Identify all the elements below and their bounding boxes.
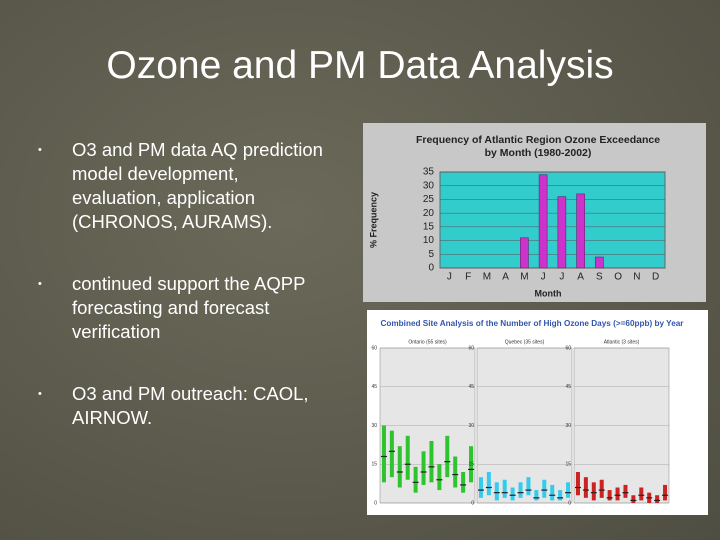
bar	[595, 256, 604, 269]
y-tick-label: 0	[471, 500, 474, 506]
box	[631, 495, 636, 503]
box	[510, 487, 515, 501]
box	[615, 487, 620, 501]
box	[381, 425, 386, 483]
bullet-list: O3 and PM data AQ prediction model devel…	[38, 138, 328, 468]
y-tick-label: 30	[371, 423, 377, 429]
box	[494, 482, 499, 501]
box	[623, 484, 628, 498]
x-tick-label: D	[652, 272, 659, 283]
x-axis-label: Month	[535, 288, 562, 298]
y-tick-label: 30	[468, 423, 474, 429]
y-tick-label: 45	[565, 384, 571, 390]
box	[469, 446, 474, 483]
box	[389, 430, 394, 478]
bullet: continued support the AQPP forecasting a…	[38, 272, 328, 344]
box	[518, 482, 523, 498]
y-tick-label: 30	[423, 180, 435, 191]
panel-title: Quebec (35 sites)	[505, 339, 545, 345]
box	[429, 441, 434, 483]
box	[445, 435, 450, 478]
panel-title: Atlantic (3 sites)	[604, 339, 640, 345]
bullet: O3 and PM data AQ prediction model devel…	[38, 138, 328, 234]
box	[663, 484, 668, 501]
y-tick-label: 15	[565, 462, 571, 468]
bar	[520, 237, 529, 269]
x-tick-label: M	[520, 272, 528, 283]
box	[575, 472, 580, 496]
y-tick-label: 0	[428, 263, 434, 274]
x-tick-label: N	[633, 272, 640, 283]
x-tick-label: J	[559, 272, 564, 283]
y-tick-label: 15	[423, 221, 435, 232]
y-tick-label: 60	[565, 345, 571, 351]
box	[542, 479, 547, 498]
x-tick-label: F	[465, 272, 471, 283]
box	[566, 482, 571, 498]
x-tick-label: J	[541, 272, 546, 283]
x-tick-label: M	[483, 272, 491, 283]
box	[607, 490, 612, 501]
box	[639, 487, 644, 501]
y-tick-label: 0	[374, 500, 377, 506]
slide-title: Ozone and PM Data Analysis	[106, 44, 614, 87]
box	[534, 490, 539, 501]
box	[558, 490, 563, 501]
box	[437, 464, 442, 491]
bullet: O3 and PM outreach: CAOL, AIRNOW.	[38, 382, 328, 430]
y-tick-label: 45	[371, 384, 377, 390]
x-tick-label: A	[577, 272, 584, 283]
plot-area	[439, 171, 666, 269]
box	[413, 466, 418, 493]
box	[478, 477, 483, 498]
y-tick-label: 60	[468, 345, 474, 351]
box	[591, 482, 596, 501]
y-tick-label: 45	[468, 384, 474, 390]
box	[405, 435, 410, 480]
box	[486, 472, 491, 496]
x-tick-label: O	[614, 272, 622, 283]
box	[599, 479, 604, 498]
y-tick-label: 20	[423, 208, 435, 219]
box	[397, 446, 402, 488]
y-axis-label: % Frequency	[368, 192, 378, 248]
y-tick-label: 60	[371, 345, 377, 351]
box	[655, 495, 660, 503]
panel-title: Ontario (55 sites)	[408, 339, 447, 345]
box	[502, 479, 507, 498]
x-tick-label: S	[596, 272, 603, 283]
y-tick-label: 25	[423, 194, 435, 205]
x-tick-label: A	[502, 272, 509, 283]
y-tick-label: 35	[423, 167, 435, 178]
y-tick-label: 30	[565, 423, 571, 429]
y-tick-label: 10	[423, 235, 435, 246]
box	[421, 451, 426, 485]
y-tick-label: 5	[428, 249, 434, 260]
bar	[538, 174, 548, 269]
box	[550, 484, 555, 501]
chart-title: Combined Site Analysis of the Number of …	[380, 319, 684, 328]
bar	[576, 193, 585, 269]
chart-title: Frequency of Atlantic Region Ozone Excee…	[416, 134, 660, 159]
y-tick-label: 15	[371, 462, 377, 468]
x-tick-label: J	[447, 272, 452, 283]
box	[461, 472, 466, 493]
y-tick-label: 0	[568, 500, 571, 506]
bar	[557, 196, 567, 269]
box	[453, 456, 458, 488]
box	[583, 477, 588, 498]
box	[526, 477, 531, 496]
y-tick-label: 15	[468, 462, 474, 468]
